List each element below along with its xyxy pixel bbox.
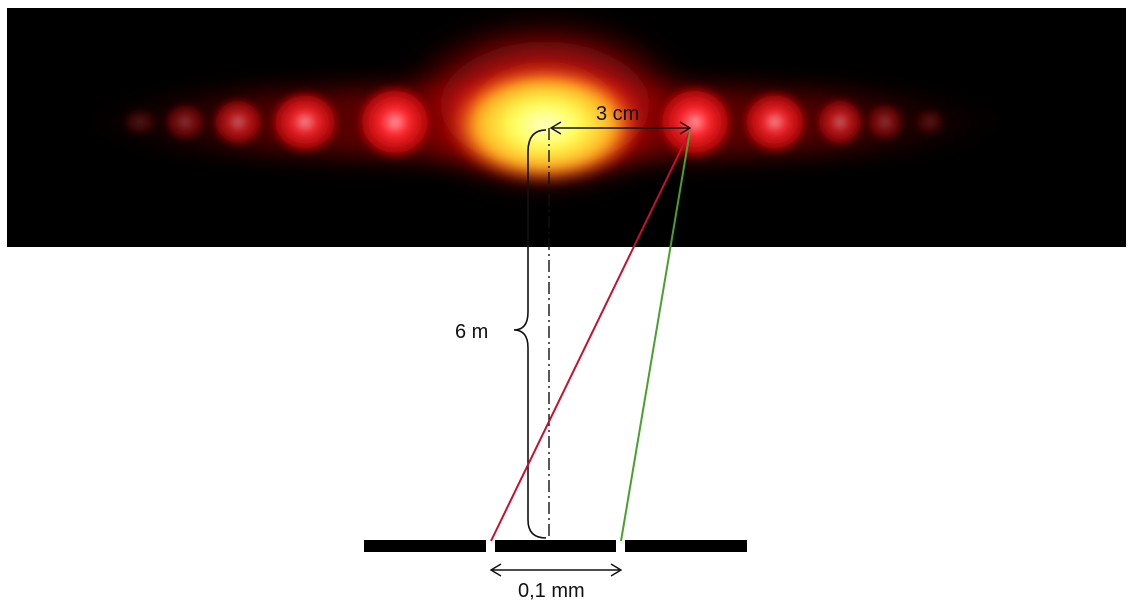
screen-distance-label: 6 m (455, 321, 488, 343)
fringe-right-1 (653, 82, 737, 162)
slit-width-arrow (489, 563, 623, 577)
fringe-left-2 (267, 88, 343, 156)
fringe-left-3 (210, 96, 266, 148)
fringe-right-3 (814, 96, 866, 148)
red-ray (490, 130, 691, 542)
green-ray (620, 130, 691, 542)
barrier-middle (495, 540, 616, 552)
slit-width-label: 0,1 mm (518, 580, 585, 601)
fringe-right-5 (914, 108, 946, 136)
fringe-left-1 (353, 82, 437, 162)
fringe-right-4 (865, 102, 905, 142)
slit-barrier (364, 540, 747, 552)
barrier-right (625, 540, 747, 552)
fringe-distance-label: 3 cm (596, 103, 639, 125)
fringe-left-5 (122, 108, 158, 136)
diffraction-pattern-photo (7, 8, 1126, 247)
fringe-distance-arrow (549, 121, 692, 135)
screen-distance-brace (513, 129, 547, 539)
barrier-left (364, 540, 486, 552)
fringe-left-4 (163, 102, 207, 142)
fringe-right-2 (739, 88, 811, 156)
central-maximum (447, 65, 643, 185)
